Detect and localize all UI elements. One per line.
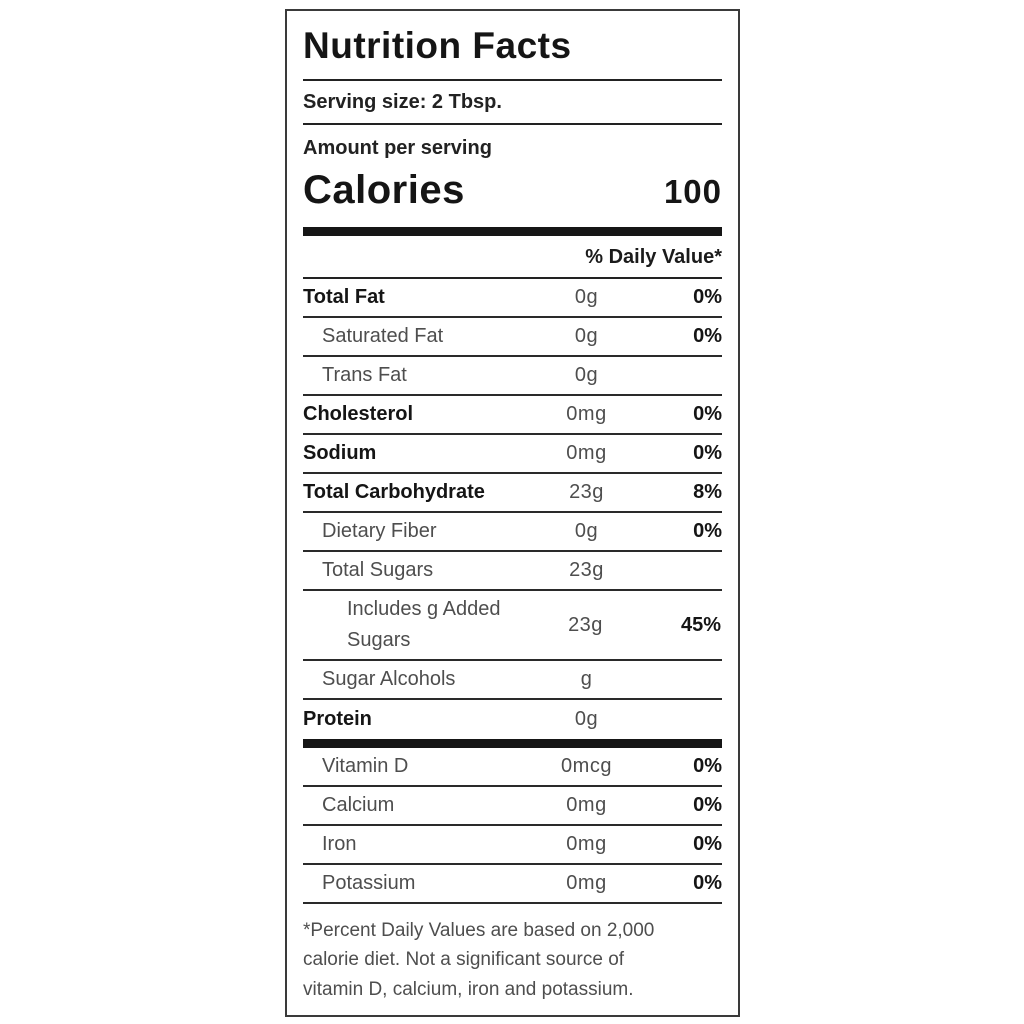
nutrient-row: Sodium 0mg 0% (303, 435, 722, 474)
footnote: *Percent Daily Values are based on 2,000… (303, 904, 722, 1014)
nutrient-daily-value: 0% (693, 325, 722, 347)
nutrient-name: Sugar Alcohols (322, 668, 456, 690)
nutrient-name: Trans Fat (322, 364, 407, 386)
vitamin-name: Potassium (322, 872, 416, 894)
nutrient-name: Includes g Added Sugars (347, 598, 501, 651)
amount-per-serving-text: Amount per serving (303, 137, 492, 159)
nutrient-row: Total Fat 0g 0% (303, 279, 722, 318)
vitamin-name: Calcium (322, 794, 395, 816)
calories-label: Calories (303, 168, 465, 212)
nutrition-facts-label: Nutrition Facts Serving size: 2 Tbsp. Am… (285, 9, 740, 1017)
nutrient-daily-value: 0% (693, 520, 722, 542)
nutrient-amount: 0g (574, 325, 599, 347)
nutrient-name: Total Fat (303, 286, 385, 308)
nutrient-name: Total Carbohydrate (303, 481, 485, 503)
vitamin-amount: 0mg (566, 794, 607, 816)
nutrient-amount: 0g (574, 708, 599, 730)
vitamin-amount: 0mg (566, 872, 607, 894)
vitamin-row: Calcium 0mg 0% (303, 787, 722, 826)
nutrient-name: Protein (303, 708, 372, 730)
nutrient-amount: 0g (574, 520, 599, 542)
nutrient-amount: 23g (569, 481, 604, 503)
nutrient-row: Saturated Fat 0g 0% (303, 318, 722, 357)
nutrient-daily-value: 45% (680, 613, 721, 636)
calories-value: 100 (663, 173, 722, 210)
nutrient-amount: 0g (574, 364, 599, 386)
vitamin-amount: 0mcg (561, 755, 612, 777)
vitamin-name: Iron (322, 833, 357, 855)
vitamin-daily-value: 0% (693, 755, 722, 777)
vitamin-row: Vitamin D 0mcg 0% (303, 748, 722, 787)
nutrient-daily-value: 0% (693, 286, 722, 308)
nutrient-row: Total Carbohydrate 23g 8% (303, 474, 722, 513)
nutrient-amount: 23g (568, 613, 603, 636)
nutrient-amount: 0g (574, 286, 599, 308)
footnote-line: vitamin D, calcium, iron and potassium. (303, 978, 634, 1000)
nutrient-row: Cholesterol 0mg 0% (303, 396, 722, 435)
nutrient-table: Total Fat 0g 0% Saturated Fat 0g 0% Tran… (303, 279, 722, 739)
vitamin-name: Vitamin D (322, 755, 409, 777)
nutrient-daily-value: 0% (693, 403, 722, 425)
nutrient-row: Sugar Alcohols g (303, 661, 722, 700)
nutrient-amount: g (580, 668, 593, 690)
footnote-line: calorie diet. Not a significant source o… (303, 949, 625, 971)
vitamin-daily-value: 0% (693, 794, 722, 816)
thick-divider-bar-top (303, 227, 722, 236)
thick-divider-bar-bottom (303, 739, 722, 748)
nutrient-daily-value: 0% (693, 442, 722, 464)
calories-row: Calories 100 (303, 162, 722, 227)
daily-value-header: % Daily Value* (303, 236, 722, 279)
nutrient-amount: 0mg (566, 442, 607, 464)
vitamin-row: Iron 0mg 0% (303, 826, 722, 865)
nutrient-daily-value: 8% (693, 481, 722, 503)
nutrient-name: Saturated Fat (322, 325, 444, 347)
nutrition-facts-title: Nutrition Facts (303, 11, 722, 81)
vitamin-row: Potassium 0mg 0% (303, 865, 722, 904)
footnote-line: *Percent Daily Values are based on 2,000 (303, 920, 655, 941)
nutrient-row: Dietary Fiber 0g 0% (303, 513, 722, 552)
nutrient-row: Protein 0g (303, 700, 722, 739)
nutrient-name: Dietary Fiber (322, 520, 437, 542)
vitamin-table: Vitamin D 0mcg 0% Calcium 0mg 0% Iron 0m… (303, 748, 722, 904)
nutrient-row: Total Sugars 23g (303, 552, 722, 591)
nutrient-amount: 0mg (566, 403, 607, 425)
vitamin-daily-value: 0% (693, 872, 722, 894)
vitamin-daily-value: 0% (693, 833, 722, 855)
nutrient-row: Trans Fat 0g (303, 357, 722, 396)
nutrient-amount: 23g (569, 559, 604, 581)
nutrient-name: Cholesterol (303, 403, 414, 425)
nutrient-row: Includes g Added Sugars 23g 45% (303, 591, 722, 661)
serving-size-text: Serving size: 2 Tbsp. (303, 81, 722, 125)
nutrient-name: Total Sugars (322, 559, 434, 581)
nutrient-name: Sodium (303, 442, 377, 464)
vitamin-amount: 0mg (566, 833, 607, 855)
